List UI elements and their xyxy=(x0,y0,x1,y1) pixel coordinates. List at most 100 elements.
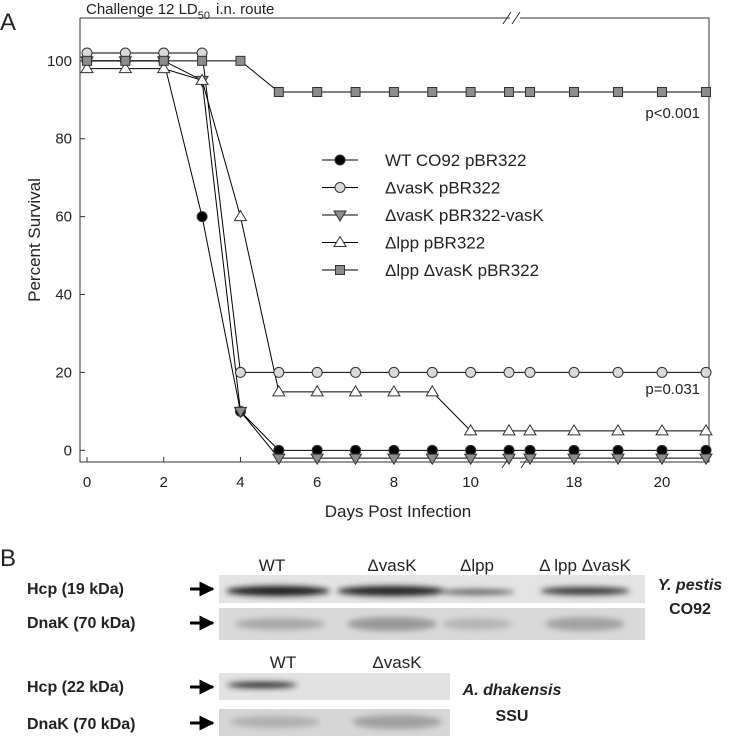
marker xyxy=(463,423,478,436)
marker xyxy=(388,87,399,97)
marker xyxy=(699,423,713,436)
row-label: Hcp (22 kDa) xyxy=(27,679,124,696)
legend-label: Δlpp pBR322 xyxy=(385,234,485,253)
bands xyxy=(226,586,630,631)
marker xyxy=(611,453,625,466)
marker xyxy=(271,453,286,466)
marker xyxy=(333,235,347,247)
marker xyxy=(335,265,345,275)
marker xyxy=(233,406,248,419)
marker xyxy=(195,73,209,85)
marker xyxy=(569,87,579,97)
title-text: Challenge 12 LD xyxy=(86,1,198,18)
marker xyxy=(197,55,208,66)
marker xyxy=(312,87,323,97)
title-sub: 50 xyxy=(198,10,210,22)
marker xyxy=(271,384,286,397)
panel-label: B xyxy=(0,545,16,572)
marker xyxy=(348,453,363,466)
lane-label: ΔvasK xyxy=(367,556,417,575)
x-tick-label: 2 xyxy=(160,474,168,491)
lane-label: Δlpp xyxy=(460,556,494,575)
y-tick-label: 0 xyxy=(64,442,72,459)
y-tick-label: 40 xyxy=(55,287,72,304)
marker xyxy=(348,384,363,397)
marker xyxy=(118,61,133,74)
axes-frame xyxy=(79,11,710,469)
marker xyxy=(120,55,131,66)
marker xyxy=(388,366,400,378)
blot-2: WT ΔvasK Hcp (22 kDa) DnaK (70 kDa) A. d… xyxy=(27,653,561,736)
marker xyxy=(310,453,325,466)
marker xyxy=(333,210,347,222)
panel-label: A xyxy=(0,9,16,36)
row-label: DnaK (70 kDa) xyxy=(27,615,135,632)
bands xyxy=(227,682,442,729)
x-tick-label: 0 xyxy=(83,474,91,491)
marker xyxy=(613,87,623,97)
marker xyxy=(80,61,94,74)
marker xyxy=(568,366,580,378)
x-tick-label: 4 xyxy=(236,474,244,491)
lane-label: WT xyxy=(270,653,296,672)
organism: A. dhakensis xyxy=(462,682,562,699)
organism: Y. pestis xyxy=(658,577,722,594)
marker xyxy=(700,366,712,378)
marker xyxy=(233,209,248,222)
marker xyxy=(525,87,535,97)
annotation: p=0.031 xyxy=(645,381,700,398)
organism: SSU xyxy=(496,708,529,725)
marker xyxy=(465,87,476,97)
x-axis-label: Days Post Infection xyxy=(325,502,471,521)
marker xyxy=(701,87,711,97)
chart-title: Challenge 12 LD50 i.n. route xyxy=(86,1,274,22)
marker xyxy=(463,453,478,466)
marker xyxy=(567,423,581,436)
marker xyxy=(334,182,346,193)
marker xyxy=(387,384,401,397)
marker xyxy=(350,366,362,378)
legend-label: WT CO92 pBR322 xyxy=(385,151,526,170)
legend-label: ΔvasK pBR322-vasK xyxy=(385,206,544,225)
marker xyxy=(655,453,669,466)
marker xyxy=(465,366,477,378)
annotation: p<0.001 xyxy=(645,105,700,122)
marker xyxy=(82,55,92,66)
marker xyxy=(334,154,346,166)
y-tick-label: 100 xyxy=(47,53,72,70)
marker xyxy=(504,87,514,97)
marker xyxy=(273,87,284,97)
y-tick-label: 60 xyxy=(55,209,72,226)
marker xyxy=(158,55,169,66)
marker xyxy=(656,366,668,378)
row-label: Hcp (19 kDa) xyxy=(27,581,124,598)
y-axis-label: Percent Survival xyxy=(25,178,44,302)
marker xyxy=(502,453,516,466)
legend-label: Δlpp ΔvasK pBR322 xyxy=(385,261,539,280)
lane-label: WT xyxy=(259,556,285,575)
x-tick-label: 6 xyxy=(313,474,321,491)
marker xyxy=(611,423,625,436)
lane-label: ΔvasK xyxy=(372,653,422,672)
y-tick-label: 20 xyxy=(55,364,72,381)
marker xyxy=(350,87,361,97)
lane-label: Δ lpp ΔvasK xyxy=(539,556,631,575)
marker xyxy=(523,453,537,466)
blot-1: WT ΔvasK Δlpp Δ lpp ΔvasK Hcp (19 kDa) D… xyxy=(27,556,722,640)
x-tick-label: 18 xyxy=(566,474,583,491)
marker xyxy=(156,61,171,74)
marker xyxy=(523,423,537,436)
marker xyxy=(196,211,208,223)
x-tick-label: 8 xyxy=(390,474,398,491)
marker xyxy=(524,366,536,378)
legend-label: ΔvasK pBR322 xyxy=(385,179,500,198)
row-label: DnaK (70 kDa) xyxy=(27,716,135,733)
marker xyxy=(273,366,285,378)
marker xyxy=(311,366,323,378)
series-line xyxy=(87,60,706,459)
marker xyxy=(657,87,667,97)
marker xyxy=(567,453,581,466)
y-tick-label: 80 xyxy=(55,131,72,148)
